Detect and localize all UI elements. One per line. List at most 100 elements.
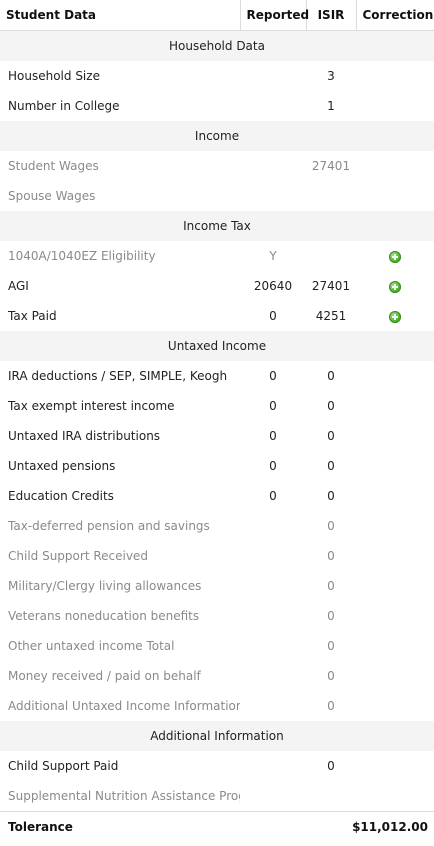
correction-cell: [356, 271, 434, 301]
correction-cell: [356, 661, 434, 691]
table-row: Spouse Wages: [0, 181, 434, 211]
correction-cell: [356, 601, 434, 631]
section-title: Income Tax: [0, 211, 434, 241]
correction-cell: [356, 541, 434, 571]
isir-value: 0: [306, 661, 356, 691]
section-untaxed-income: Untaxed Income: [0, 331, 434, 361]
isir-value: 0: [306, 451, 356, 481]
table-row: 1040A/1040EZ Eligibility Y: [0, 241, 434, 271]
correction-cell: [356, 151, 434, 181]
table-header-row: Student Data Reported ISIR Correction: [0, 0, 434, 31]
reported-value: 0: [240, 391, 306, 421]
table-row: Money received / paid on behalf 0: [0, 661, 434, 691]
reported-value: [240, 571, 306, 601]
isir-value: 0: [306, 601, 356, 631]
reported-value: [240, 181, 306, 211]
section-title: Untaxed Income: [0, 331, 434, 361]
table-row: Other untaxed income Total 0: [0, 631, 434, 661]
row-label: Veterans noneducation benefits: [0, 601, 240, 631]
table-row: Supplemental Nutrition Assistance Progra…: [0, 781, 434, 812]
table-row: Military/Clergy living allowances 0: [0, 571, 434, 601]
row-label: Untaxed IRA distributions: [0, 421, 240, 451]
row-label: Number in College: [0, 91, 240, 121]
row-label: AGI: [0, 271, 240, 301]
reported-value: [240, 691, 306, 721]
correction-cell: [356, 241, 434, 271]
reported-value: [240, 541, 306, 571]
reported-value: [240, 631, 306, 661]
reported-value: [240, 61, 306, 91]
tolerance-label: Tolerance: [0, 811, 306, 842]
reported-value: 0: [240, 451, 306, 481]
reported-value: [240, 511, 306, 541]
isir-value: [306, 781, 356, 812]
table-row: Child Support Received 0: [0, 541, 434, 571]
column-header-reported: Reported: [239, 0, 309, 31]
add-circle-icon[interactable]: [389, 310, 401, 323]
correction-cell: [356, 301, 434, 331]
reported-value: [240, 661, 306, 691]
correction-cell: [356, 631, 434, 661]
correction-cell: [356, 421, 434, 451]
section-title: Household Data: [0, 30, 434, 61]
table-row: Student Wages 27401: [0, 151, 434, 181]
correction-cell: [356, 751, 434, 781]
row-label: Student Wages: [0, 151, 240, 181]
isir-value: [306, 241, 356, 271]
reported-value: [240, 601, 306, 631]
table-row: AGI 20640 27401: [0, 271, 434, 301]
isir-value: [306, 181, 356, 211]
column-header-correction: Correction: [355, 0, 434, 31]
correction-cell: [356, 91, 434, 121]
row-label: Spouse Wages: [0, 181, 240, 211]
correction-cell: [356, 481, 434, 511]
table-row: Untaxed pensions 0 0: [0, 451, 434, 481]
reported-value: [240, 91, 306, 121]
row-label: IRA deductions / SEP, SIMPLE, Keogh: [0, 361, 240, 391]
row-label: Education Credits: [0, 481, 240, 511]
table-row: Tax-deferred pension and savings 0: [0, 511, 434, 541]
section-title: Additional Information: [0, 721, 434, 751]
section-income-tax: Income Tax: [0, 211, 434, 241]
table-row: Tax Paid 0 4251: [0, 301, 434, 331]
correction-cell: [356, 511, 434, 541]
table-row: Untaxed IRA distributions 0 0: [0, 421, 434, 451]
reported-value: 0: [240, 481, 306, 511]
reported-value: [240, 151, 306, 181]
row-label: Child Support Paid: [0, 751, 240, 781]
add-circle-icon[interactable]: [389, 280, 401, 293]
isir-value: 4251: [306, 301, 356, 331]
correction-cell: [356, 61, 434, 91]
isir-value: 0: [306, 361, 356, 391]
correction-cell: [356, 451, 434, 481]
column-header-isir: ISIR: [305, 0, 356, 31]
table-row: Veterans noneducation benefits 0: [0, 601, 434, 631]
correction-cell: [356, 391, 434, 421]
table-row: Tax exempt interest income 0 0: [0, 391, 434, 421]
row-label: Tax-deferred pension and savings: [0, 511, 240, 541]
table-row: Child Support Paid 0: [0, 751, 434, 781]
isir-value: 0: [306, 421, 356, 451]
row-label: Tax Paid: [0, 301, 240, 331]
correction-cell: [356, 181, 434, 211]
section-household-data: Household Data: [0, 30, 434, 61]
reported-value: 0: [240, 301, 306, 331]
reported-value: 20640: [240, 271, 306, 301]
isir-value: 0: [306, 751, 356, 781]
row-label: Money received / paid on behalf: [0, 661, 240, 691]
row-label: Supplemental Nutrition Assistance Progra…: [0, 781, 240, 812]
table-row: Additional Untaxed Income Information 0: [0, 691, 434, 721]
add-circle-icon[interactable]: [389, 250, 401, 263]
isir-value: 0: [306, 571, 356, 601]
isir-value: 0: [306, 691, 356, 721]
section-income: Income: [0, 121, 434, 151]
tolerance-amount: $11,012.00: [306, 811, 434, 842]
reported-value: 0: [240, 421, 306, 451]
column-header-student-data: Student Data: [0, 0, 240, 31]
isir-value: 27401: [306, 271, 356, 301]
tolerance-row: Tolerance $11,012.00: [0, 811, 434, 842]
correction-cell: [356, 361, 434, 391]
row-label: Child Support Received: [0, 541, 240, 571]
section-additional-information: Additional Information: [0, 721, 434, 751]
